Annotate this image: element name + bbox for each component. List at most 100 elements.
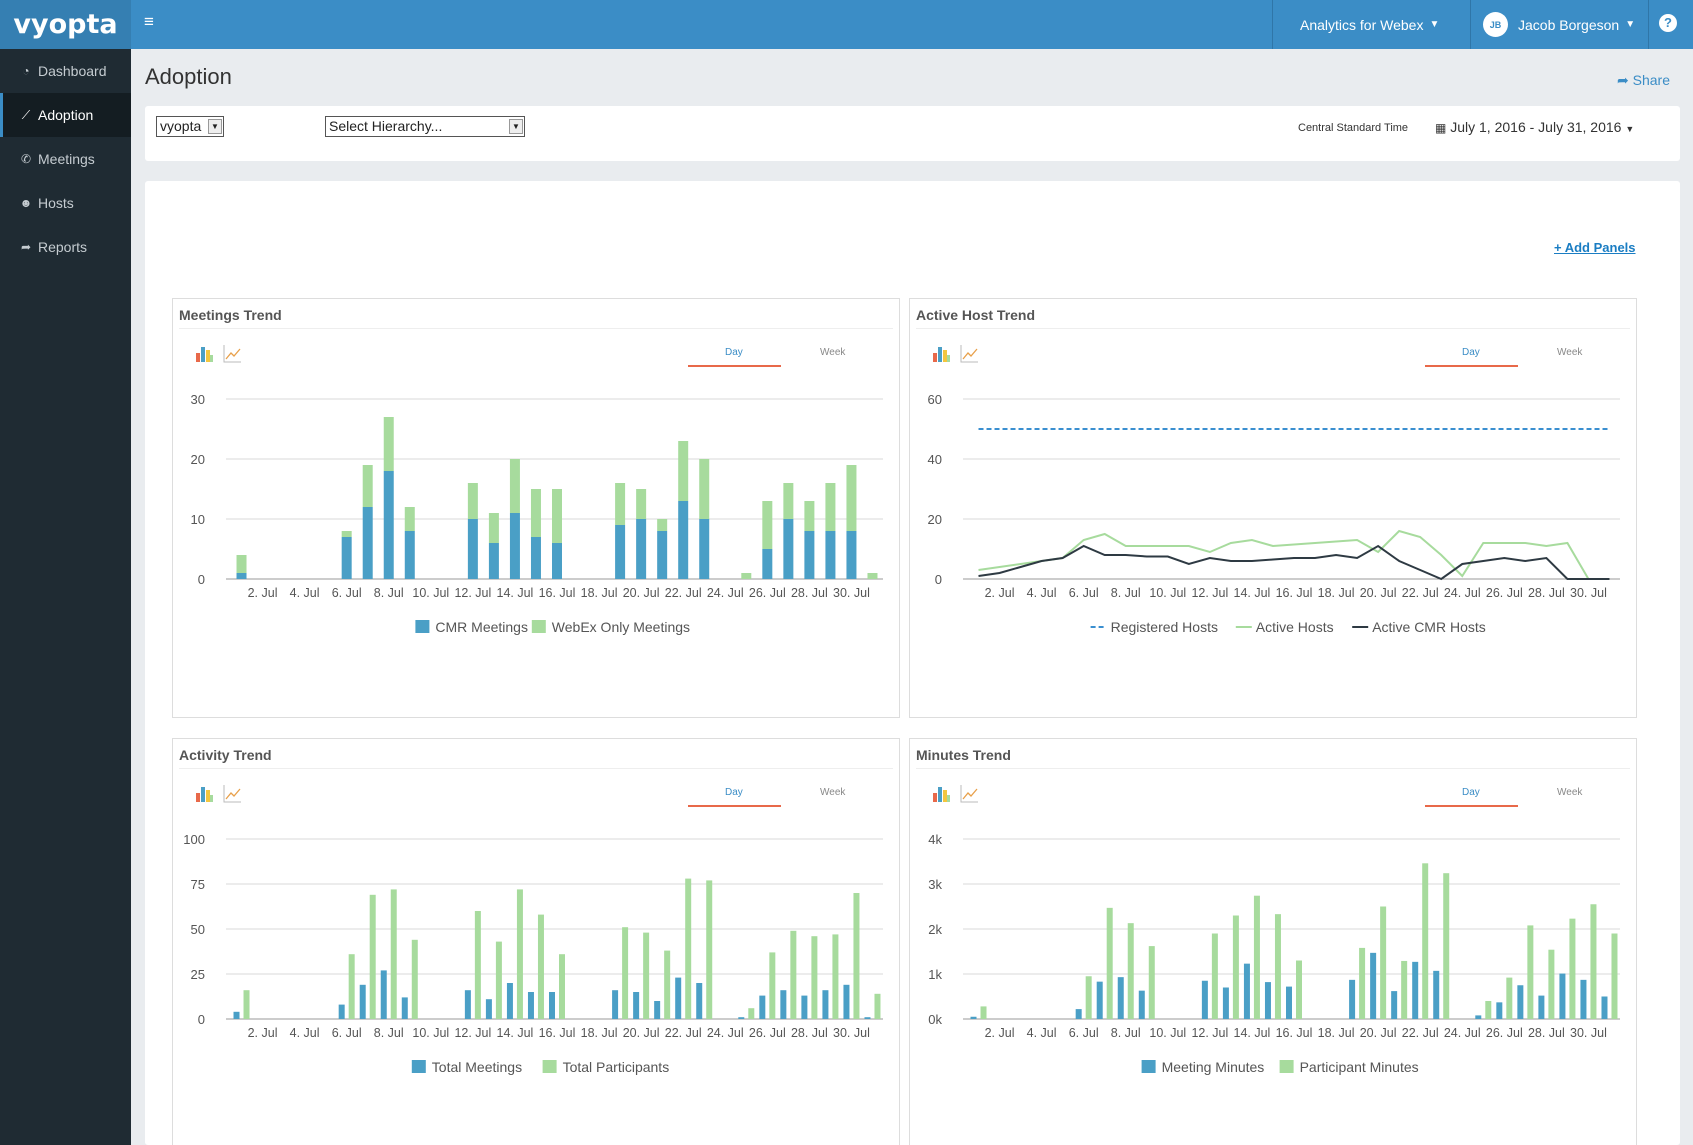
legend-label: WebEx Only Meetings — [552, 619, 690, 635]
bar — [1527, 925, 1534, 1019]
divider — [916, 328, 1630, 329]
bar — [615, 525, 626, 579]
bar — [362, 465, 373, 507]
bar — [1148, 946, 1155, 1019]
bar-chart-icon[interactable] — [932, 784, 951, 803]
tab-day[interactable]: Day — [725, 787, 743, 798]
divider — [1272, 0, 1273, 49]
legend-label: Registered Hosts — [1111, 619, 1218, 635]
hamburger-menu-icon[interactable]: ≡ — [144, 12, 154, 31]
date-range-picker[interactable]: ▦ July 1, 2016 - July 31, 2016 ▼ — [1435, 119, 1634, 135]
bar — [467, 483, 478, 519]
date-range-value: July 1, 2016 - July 31, 2016 — [1450, 119, 1622, 135]
x-tick-label: 12. Jul — [454, 586, 491, 600]
hierarchy-select[interactable]: Select Hierarchy... ▼ — [325, 116, 525, 137]
top-navbar: vyopta ≡ Analytics for Webex ▼ JB Jacob … — [0, 0, 1693, 49]
bar — [1253, 895, 1260, 1019]
bar — [1496, 1002, 1503, 1019]
tab-week[interactable]: Week — [1557, 787, 1583, 798]
bar — [1075, 1009, 1082, 1019]
sidebar-item-dashboard[interactable]: ◔ Dashboard — [0, 49, 131, 93]
bar — [1506, 977, 1513, 1019]
line-chart-icon[interactable] — [960, 344, 979, 363]
bar — [1538, 995, 1545, 1019]
series-line — [978, 544, 1610, 581]
sidebar-item-hosts[interactable]: ☻ Hosts — [0, 181, 131, 225]
x-tick-label: 8. Jul — [374, 1026, 404, 1040]
bar — [1580, 979, 1587, 1019]
bar — [485, 999, 492, 1019]
bar — [1349, 979, 1356, 1019]
line-chart-icon[interactable] — [960, 784, 979, 803]
page-title: Adoption — [145, 64, 232, 89]
sidebar-item-label: Adoption — [38, 107, 94, 123]
share-icon: ➦ — [20, 240, 32, 254]
bar — [1096, 981, 1103, 1019]
bar — [380, 970, 387, 1019]
logo-area[interactable]: vyopta — [0, 0, 131, 49]
y-tick-label: 4k — [928, 832, 942, 847]
sidebar-item-adoption[interactable]: ⟋ Adoption — [0, 93, 131, 137]
meetings-trend-chart: 0 10 20 30 2. Jul 4. Jul 6. Jul 8. Jul 10. Jul 12… — [191, 392, 883, 635]
x-tick-label: 28. Jul — [1528, 586, 1565, 600]
bar — [236, 573, 247, 579]
bar — [783, 483, 794, 519]
bar — [699, 519, 710, 579]
bar-chart-icon[interactable] — [195, 344, 214, 363]
tab-day[interactable]: Day — [725, 347, 743, 358]
line-chart-icon[interactable] — [223, 344, 242, 363]
x-tick-label: 30. Jul — [1570, 1026, 1607, 1040]
tab-week[interactable]: Week — [1557, 347, 1583, 358]
help-icon[interactable]: ? — [1659, 14, 1677, 32]
y-tick-label: 0 — [198, 1012, 205, 1027]
bar — [825, 483, 836, 531]
x-tick-label: 2. Jul — [985, 1026, 1015, 1040]
product-menu-label: Analytics for Webex — [1300, 16, 1424, 33]
x-tick-label: 2. Jul — [248, 586, 278, 600]
bar — [1433, 970, 1440, 1019]
bar — [506, 983, 513, 1019]
tab-day[interactable]: Day — [1462, 347, 1480, 358]
bar — [864, 1017, 871, 1019]
bar-chart-icon[interactable] — [932, 344, 951, 363]
org-select[interactable]: vyopta ▼ — [156, 116, 224, 137]
x-tick-label: 30. Jul — [833, 1026, 870, 1040]
x-tick-label: 10. Jul — [412, 586, 449, 600]
bar — [1569, 918, 1576, 1019]
legend-label: Active CMR Hosts — [1372, 619, 1486, 635]
panel-title: Meetings Trend — [179, 307, 282, 323]
add-panels-link[interactable]: + Add Panels — [1554, 240, 1636, 255]
bar — [822, 990, 829, 1019]
x-tick-label: 4. Jul — [1027, 1026, 1057, 1040]
vyopta-logo: vyopta — [13, 9, 118, 40]
bar-chart-icon[interactable] — [195, 784, 214, 803]
sidebar-item-reports[interactable]: ➦ Reports — [0, 225, 131, 269]
sidebar-item-meetings[interactable]: ✆ Meetings — [0, 137, 131, 181]
x-tick-label: 10. Jul — [1149, 1026, 1186, 1040]
bar — [537, 914, 544, 1019]
bar — [1590, 904, 1597, 1019]
bar — [790, 930, 797, 1019]
bar — [404, 531, 415, 579]
minutes-trend-panel: Minutes Trend Day Week 0k 1k 2k 3k 4k 2. Jul 4… — [909, 738, 1637, 1145]
bar — [1296, 960, 1302, 1019]
bar — [636, 489, 647, 519]
bar — [780, 990, 787, 1019]
meetings-trend-panel: Meetings Trend Day Week 0 10 20 30 2. Jul 4. … — [172, 298, 900, 718]
tab-week[interactable]: Week — [820, 787, 846, 798]
bar — [696, 983, 703, 1019]
share-button[interactable]: ➦ Share — [1617, 72, 1670, 89]
y-tick-label: 30 — [191, 392, 205, 407]
tab-day[interactable]: Day — [1462, 787, 1480, 798]
line-chart-icon[interactable] — [223, 784, 242, 803]
tab-week[interactable]: Week — [820, 347, 846, 358]
product-menu[interactable]: Analytics for Webex ▼ — [1300, 0, 1439, 49]
bar — [980, 1006, 987, 1019]
bar — [509, 513, 520, 579]
bar — [509, 459, 520, 513]
bar — [762, 549, 773, 579]
x-tick-label: 6. Jul — [332, 586, 362, 600]
x-tick-label: 8. Jul — [1111, 586, 1141, 600]
active-tab-indicator — [1425, 365, 1518, 367]
user-menu[interactable]: JB Jacob Borgeson ▼ — [1483, 0, 1635, 49]
